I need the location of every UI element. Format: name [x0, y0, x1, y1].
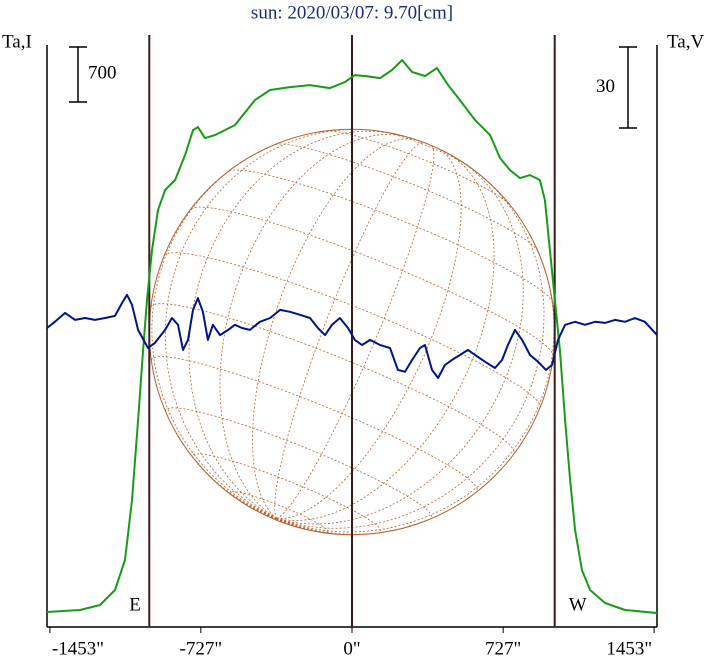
x-tick-label: -1453"	[52, 638, 104, 659]
globe-grid-line	[275, 143, 539, 252]
y2-axis-label: Ta,V	[667, 31, 704, 52]
limb-label: E	[129, 594, 141, 615]
data-line	[46, 293, 658, 379]
globe-grid-line	[276, 158, 524, 525]
solar-globe	[148, 128, 556, 536]
globe-grid-line	[276, 241, 555, 533]
scale-bar-label: 700	[88, 62, 117, 83]
globe-grid-line	[276, 151, 495, 521]
globe-grid-line	[326, 130, 510, 205]
globe-grid-line	[151, 148, 277, 519]
globe-grid-line	[228, 169, 553, 303]
globe-grid-line	[163, 252, 541, 408]
globe-grid-line	[175, 431, 277, 519]
globe-grid-line	[276, 518, 284, 524]
globe-grid-line	[190, 206, 554, 357]
globe-grid-line	[276, 148, 462, 520]
globe-grid-line	[219, 134, 410, 519]
y-axis-label: Ta,I	[2, 31, 32, 52]
scale-bar-label: 30	[596, 76, 615, 97]
chart-title: sun: 2020/03/07: 9.70[cm]	[251, 2, 453, 23]
globe-grid-line	[382, 131, 469, 167]
x-tick-label: 727"	[485, 638, 521, 659]
limb-label: W	[569, 594, 587, 615]
x-tick-label: 0"	[343, 638, 360, 659]
globe-grid-line	[252, 138, 417, 519]
globe-grid-line	[276, 173, 545, 529]
globe-grid-line	[188, 130, 396, 519]
globe-grid-line	[274, 142, 424, 519]
x-tick-label: -727"	[180, 638, 223, 659]
globe-grid-line	[165, 407, 433, 520]
globe-grid-line	[230, 491, 329, 534]
x-tick-label: 1453"	[606, 638, 652, 659]
globe-grid-line	[164, 129, 362, 519]
globe-grid-line	[276, 145, 435, 519]
globe-grid-line	[151, 356, 478, 493]
data-line	[46, 59, 658, 614]
globe-grid-line	[276, 518, 430, 535]
